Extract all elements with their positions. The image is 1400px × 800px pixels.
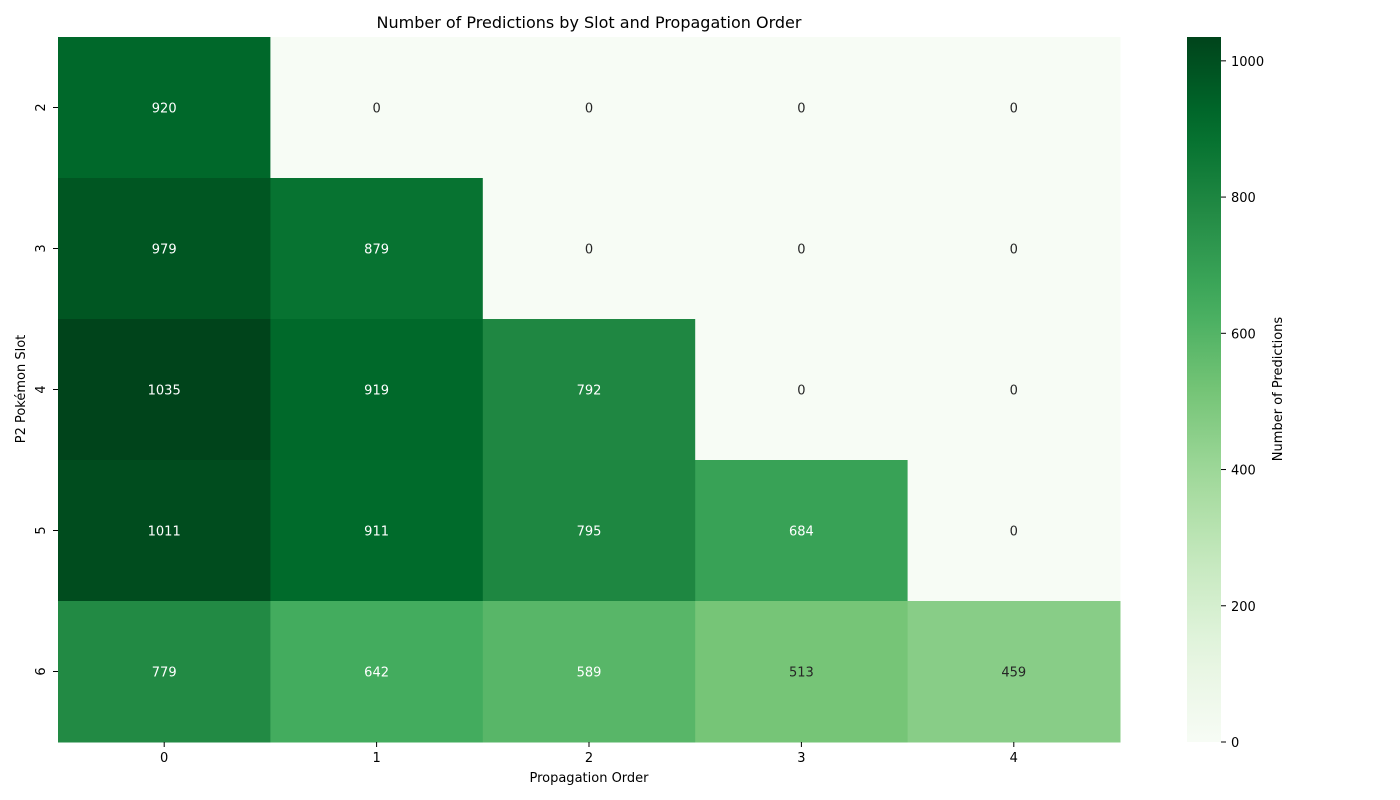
colorbar-tick-label: 1000 (1231, 55, 1264, 70)
heatmap-cell (907, 460, 1121, 602)
heatmap-cell (695, 601, 909, 743)
heatmap-cell (58, 319, 271, 461)
y-tick-label: 4 (34, 385, 49, 393)
y-tick-label: 5 (34, 526, 49, 534)
colorbar: 0 200 400 600 800 1000 Number of Predictions (1187, 37, 1286, 751)
x-axis: 0 1 2 3 4 (160, 742, 1018, 766)
cell-value-label: 0 (1010, 243, 1018, 258)
cell-value-label: 0 (1010, 525, 1018, 540)
cell-value-label: 459 (1001, 666, 1026, 681)
y-tick-label: 3 (34, 244, 49, 252)
cell-value-label: 0 (1010, 102, 1018, 117)
cell-value-label: 795 (577, 525, 602, 540)
colorbar-label: Number of Predictions (1271, 317, 1286, 462)
cell-value-label: 792 (577, 384, 602, 399)
heatmap-cell (907, 178, 1121, 320)
heatmap-cell (482, 460, 696, 602)
y-tick-label: 6 (34, 667, 49, 675)
cell-value-label: 0 (585, 243, 593, 258)
heatmap-cell (58, 460, 271, 602)
colorbar-tick-label: 600 (1231, 327, 1256, 342)
cell-value-label: 0 (797, 102, 805, 117)
colorbar-tick-label: 0 (1231, 736, 1239, 751)
y-axis: 2 3 4 5 6 (34, 103, 58, 676)
heatmap-cell-labels: 920 0 0 0 0 979 879 0 0 0 1035 919 792 0 0 1011 911 795 68… (148, 102, 1027, 681)
cell-value-label: 1011 (148, 525, 181, 540)
heatmap-cell (58, 601, 271, 743)
heatmap-cell (58, 37, 271, 179)
cell-value-label: 0 (797, 384, 805, 399)
heatmap-cell (907, 37, 1121, 179)
heatmap-cell (482, 601, 696, 743)
cell-value-label: 0 (797, 243, 805, 258)
heatmap-cell (695, 37, 909, 179)
heatmap-cell (695, 319, 909, 461)
cell-value-label: 919 (364, 384, 389, 399)
cell-value-label: 779 (152, 666, 177, 681)
heatmap-cell (907, 601, 1121, 743)
heatmap-cell (270, 460, 484, 602)
x-tick-label: 0 (160, 751, 168, 766)
heatmap-cell (482, 319, 696, 461)
heatmap-cell (482, 37, 696, 179)
cell-value-label: 1035 (148, 384, 181, 399)
cell-value-label: 684 (789, 525, 814, 540)
x-tick-label: 1 (372, 751, 380, 766)
heatmap-cell (58, 178, 271, 320)
heatmap-cell (270, 178, 484, 320)
colorbar-tick-label: 200 (1231, 600, 1256, 615)
cell-value-label: 911 (364, 525, 389, 540)
colorbar-ticks: 0 200 400 600 800 1000 (1221, 55, 1264, 751)
cell-value-label: 589 (577, 666, 602, 681)
colorbar-tick-label: 400 (1231, 464, 1256, 479)
cell-value-label: 0 (372, 102, 380, 117)
x-tick-label: 2 (585, 751, 593, 766)
colorbar-tick-label: 800 (1231, 191, 1256, 206)
x-tick-label: 4 (1010, 751, 1018, 766)
heatmap-cell (270, 601, 484, 743)
x-axis-label: Propagation Order (529, 771, 649, 786)
colorbar-gradient (1187, 37, 1221, 742)
cell-value-label: 879 (364, 243, 389, 258)
heatmap-cell (270, 319, 484, 461)
heatmap-cell (695, 178, 909, 320)
heatmap-cell (695, 460, 909, 602)
cell-value-label: 0 (585, 102, 593, 117)
x-tick-label: 3 (797, 751, 805, 766)
y-axis-label: P2 Pokémon Slot (14, 335, 29, 444)
heatmap-cell (482, 178, 696, 320)
y-tick-label: 2 (34, 103, 49, 111)
cell-value-label: 979 (152, 243, 177, 258)
cell-value-label: 513 (789, 666, 814, 681)
heatmap-cell (270, 37, 484, 179)
chart-title: Number of Predictions by Slot and Propag… (377, 13, 802, 32)
heatmap-cells (58, 37, 1121, 743)
heatmap-cell (907, 319, 1121, 461)
cell-value-label: 642 (364, 666, 389, 681)
cell-value-label: 920 (152, 102, 177, 117)
cell-value-label: 0 (1010, 384, 1018, 399)
